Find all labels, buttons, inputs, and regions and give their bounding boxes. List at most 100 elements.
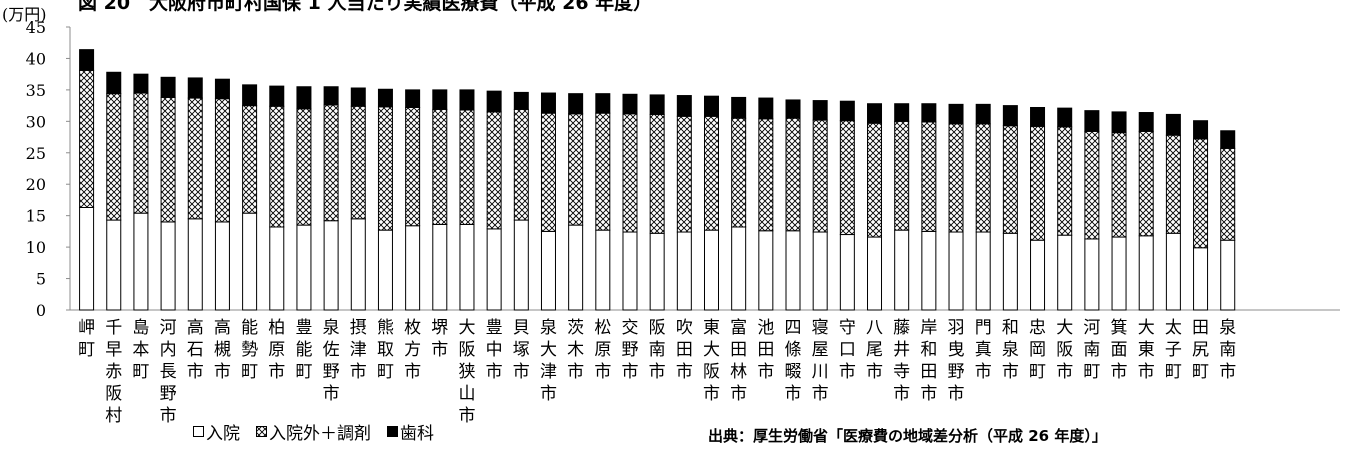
x-label-40: 太子町: [1165, 318, 1182, 382]
legend-swatch-dental: [387, 426, 398, 437]
y-tick-label-0: 0: [36, 301, 46, 320]
x-label-33: 門真市: [975, 318, 992, 382]
bar-outpatient-30: [894, 120, 910, 231]
bar-outpatient-31: [921, 121, 937, 232]
bar-dental-0: [79, 49, 95, 71]
bar-dental-41: [1193, 120, 1209, 140]
y-tick-label-45: 45: [26, 18, 46, 37]
x-label-39: 大東市: [1138, 318, 1155, 382]
x-label-42: 泉南市: [1219, 318, 1236, 382]
bar-inpatient-36: [1057, 234, 1073, 311]
bar-dental-37: [1084, 110, 1100, 132]
bar-dental-19: [595, 93, 611, 114]
chart-title: 図 20 大阪府市町村国保 1 人当たり実績医療費（平成 26 年度）: [78, 0, 653, 14]
bar-outpatient-41: [1193, 138, 1209, 249]
bar-inpatient-20: [622, 231, 638, 311]
x-label-21: 阪南市: [649, 318, 666, 382]
x-label-12: 枚方市: [404, 318, 421, 382]
bar-inpatient-28: [839, 234, 855, 311]
legend: 入院 入院外＋調剤 歯科: [193, 419, 434, 444]
bar-dental-1: [106, 71, 122, 95]
bar-dental-26: [785, 99, 801, 119]
bar-outpatient-28: [839, 120, 855, 236]
bar-dental-17: [540, 92, 556, 114]
x-label-34: 和泉市: [1002, 318, 1019, 382]
bar-outpatient-42: [1220, 147, 1236, 241]
bar-outpatient-23: [703, 115, 719, 231]
bar-outpatient-20: [622, 113, 638, 233]
bar-outpatient-37: [1084, 130, 1100, 240]
bar-dental-35: [1030, 106, 1046, 127]
bar-dental-25: [758, 97, 774, 120]
bar-dental-8: [296, 86, 312, 110]
legend-label-dental: 歯科: [400, 424, 434, 444]
bar-outpatient-39: [1138, 130, 1154, 237]
y-tick-label-20: 20: [26, 175, 46, 194]
bar-outpatient-8: [296, 108, 312, 226]
x-label-4: 高石市: [187, 318, 204, 382]
x-label-32: 羽曳野市: [948, 318, 965, 404]
bar-outpatient-21: [649, 113, 665, 234]
x-label-9: 泉佐野市: [323, 318, 340, 404]
bar-dental-4: [187, 77, 203, 99]
bar-dental-10: [350, 87, 366, 107]
bar-inpatient-42: [1220, 239, 1236, 311]
bar-outpatient-24: [731, 117, 747, 228]
bar-outpatient-29: [867, 122, 883, 238]
x-label-17: 泉大津市: [540, 318, 557, 404]
bar-outpatient-9: [323, 104, 339, 222]
bar-dental-24: [731, 96, 747, 119]
x-label-5: 高槻市: [214, 318, 231, 382]
x-label-38: 箕面市: [1111, 318, 1128, 382]
bar-dental-9: [323, 86, 339, 106]
bar-dental-39: [1138, 112, 1154, 132]
bar-inpatient-26: [785, 230, 801, 311]
bar-dental-2: [133, 73, 149, 94]
x-label-3: 河内長野市: [160, 318, 177, 426]
x-label-31: 岸和田市: [920, 318, 937, 404]
x-label-16: 貝塚市: [513, 318, 530, 382]
bar-outpatient-38: [1111, 132, 1127, 238]
bar-inpatient-39: [1138, 235, 1154, 311]
bar-outpatient-33: [975, 123, 991, 233]
bar-dental-23: [703, 95, 719, 117]
bar-inpatient-40: [1165, 232, 1181, 311]
legend-swatch-inpatient: [193, 426, 204, 437]
x-label-7: 柏原市: [268, 318, 285, 382]
y-tick-label-15: 15: [26, 207, 46, 226]
x-label-22: 吹田市: [676, 318, 693, 382]
bar-outpatient-27: [812, 119, 828, 233]
bar-outpatient-6: [242, 105, 258, 214]
bar-outpatient-1: [106, 93, 122, 221]
x-label-41: 田尻町: [1192, 318, 1209, 382]
bar-outpatient-3: [160, 96, 176, 223]
bar-outpatient-17: [540, 112, 556, 232]
x-label-24: 富田林市: [730, 318, 747, 404]
bar-inpatient-1: [106, 219, 122, 311]
bar-dental-18: [568, 93, 584, 115]
bar-dental-13: [432, 89, 448, 110]
bar-inpatient-33: [975, 231, 991, 311]
bar-inpatient-30: [894, 229, 910, 311]
y-tick-label-30: 30: [26, 112, 46, 131]
bar-inpatient-34: [1002, 232, 1018, 311]
bar-outpatient-10: [350, 105, 366, 220]
bar-dental-11: [377, 88, 393, 108]
x-label-28: 守口市: [839, 318, 856, 382]
x-label-36: 大阪市: [1056, 318, 1073, 382]
bar-outpatient-22: [676, 115, 692, 233]
y-tick-label-35: 35: [26, 81, 46, 100]
bar-inpatient-29: [867, 236, 883, 311]
bar-inpatient-25: [758, 230, 774, 311]
bars: [79, 49, 1236, 311]
bar-inpatient-22: [676, 231, 692, 311]
x-label-23: 東大阪市: [703, 318, 720, 404]
bar-inpatient-0: [79, 206, 95, 311]
bar-inpatient-23: [703, 229, 719, 311]
bar-inpatient-17: [540, 230, 556, 311]
bar-outpatient-4: [187, 97, 203, 220]
legend-label-outpatient: 入院外＋調剤: [269, 424, 371, 444]
bar-inpatient-8: [296, 224, 312, 311]
bar-dental-38: [1111, 111, 1127, 134]
x-label-8: 豊能町: [295, 318, 312, 382]
